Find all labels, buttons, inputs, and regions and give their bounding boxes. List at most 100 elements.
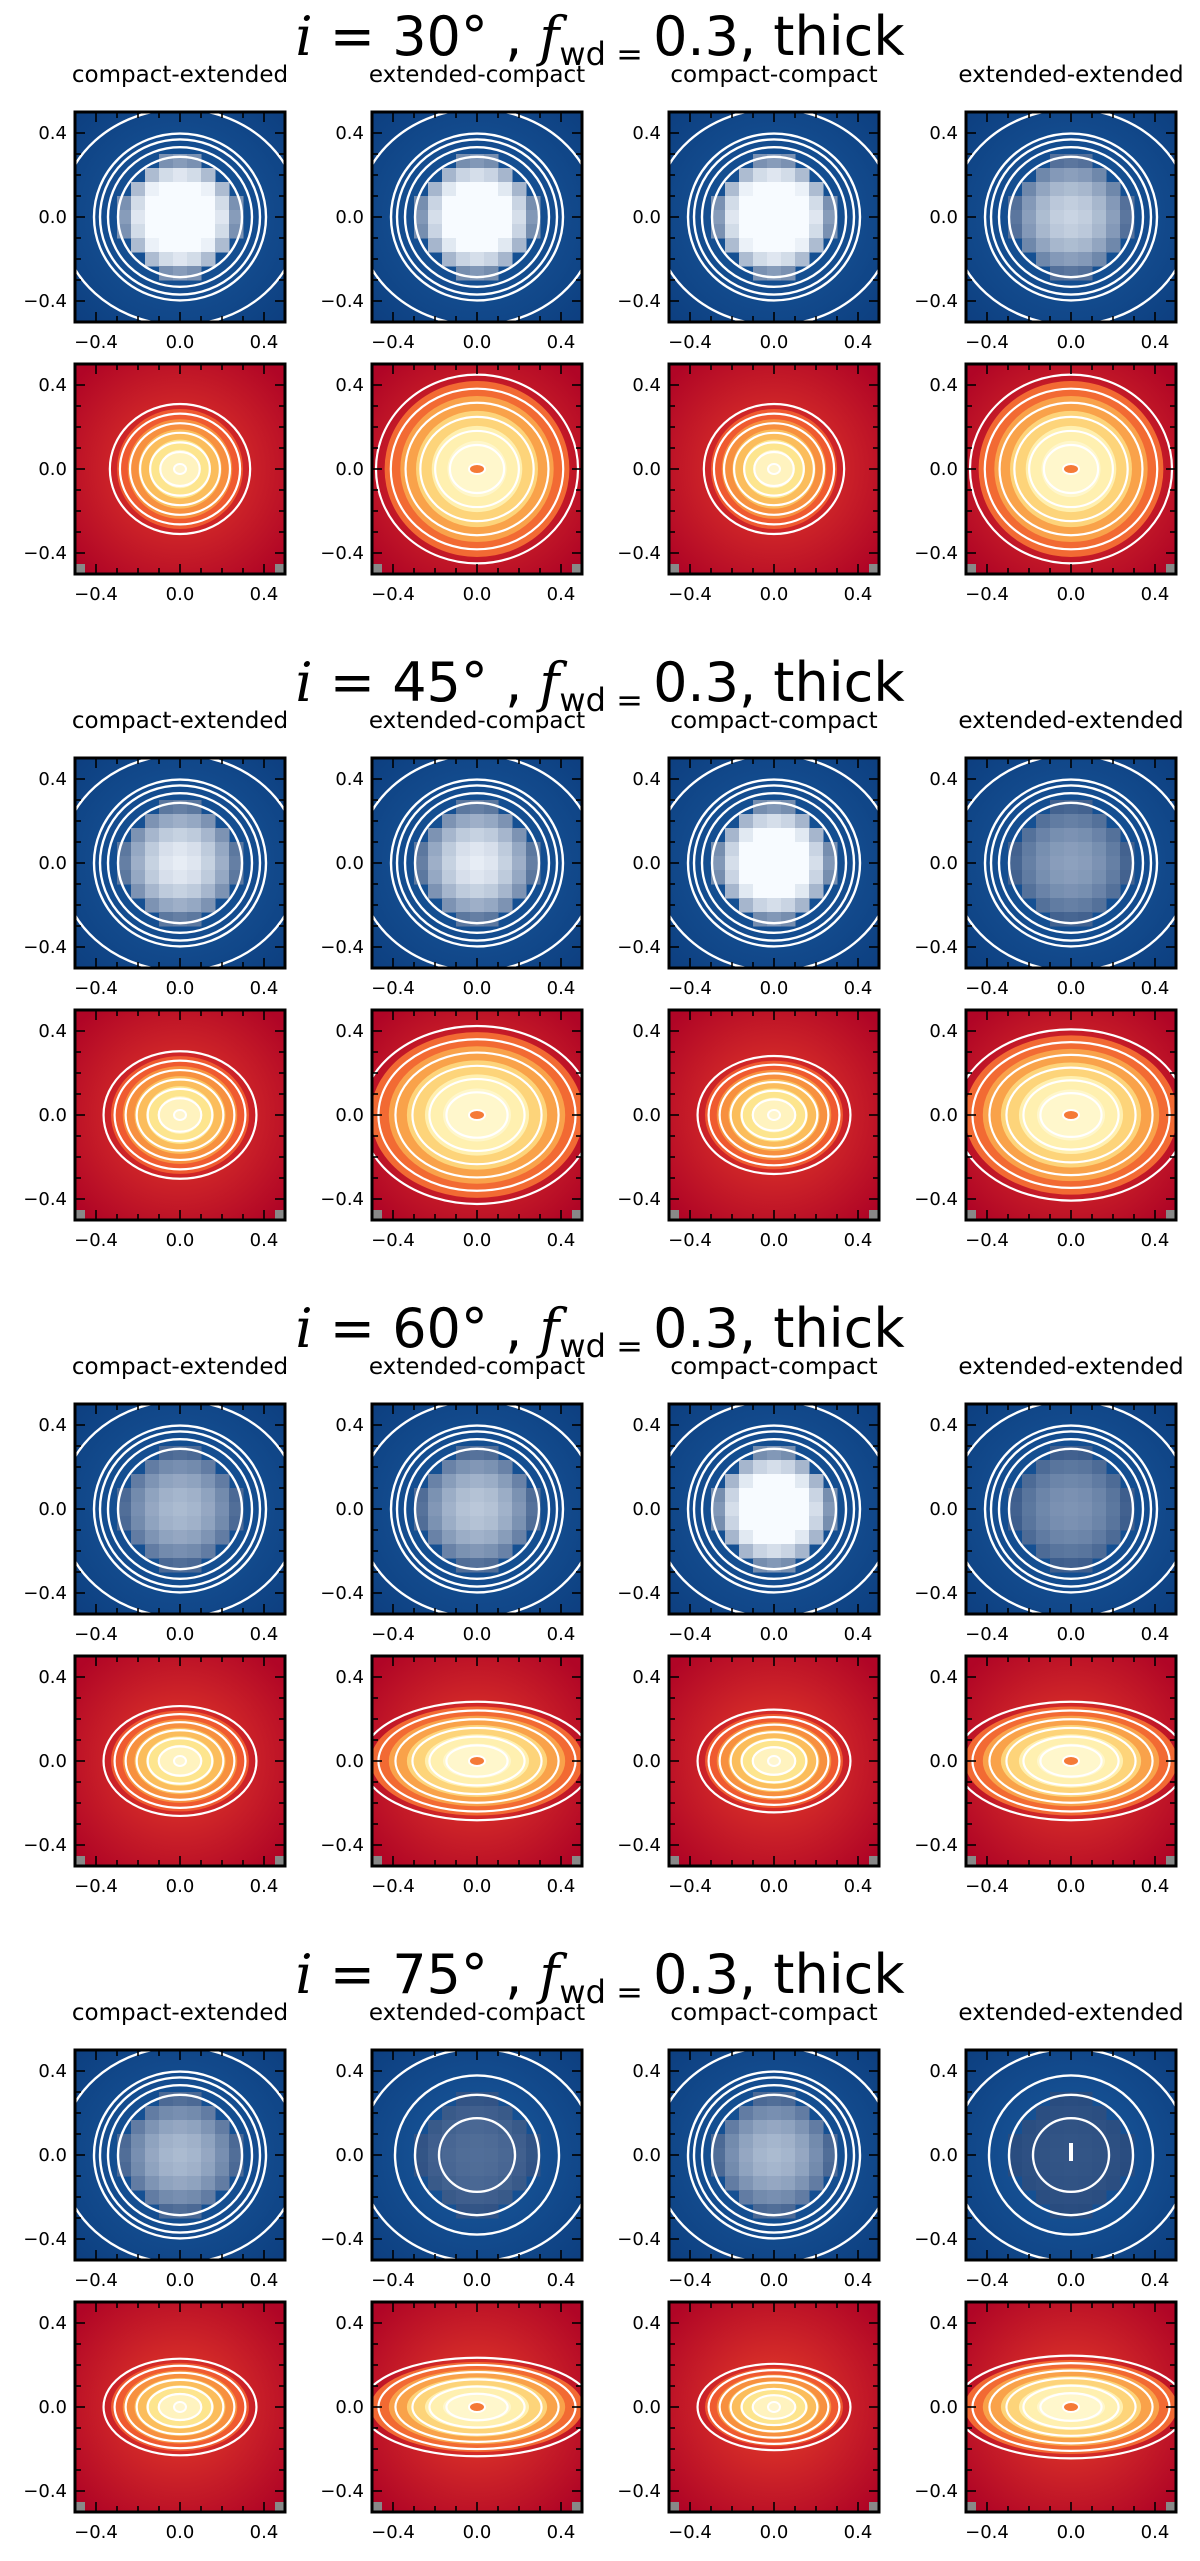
- red-panel-i60-extended-extended-contour: [1005, 1726, 1137, 1796]
- blue-panel-i75-extended-extended-image: [966, 2050, 1176, 2260]
- blue-panel-i30-compact-extended-ytick-label: −0.4: [23, 291, 67, 312]
- blue-panel-i60-extended-compact-ytick-label: 0.4: [335, 1415, 364, 1436]
- red-panel-i45-compact-extended-contour: [157, 1097, 203, 1133]
- red-panel-i30-compact-extended-xtick-label: −0.4: [74, 584, 118, 605]
- red-panel-i75-compact-extended-contour: [124, 2371, 236, 2443]
- red-panel-i75-extended-compact-ytick-label: 0.0: [335, 2397, 364, 2418]
- red-panel-i75-compact-extended-xtick-label: 0.0: [166, 2522, 195, 2543]
- inclination-value: 60: [392, 1297, 461, 1360]
- blue-panel-i45-extended-extended-xtick-label: −0.4: [965, 978, 1009, 999]
- blue-panel-i30-compact-compact-xtick-label: 0.0: [760, 332, 789, 353]
- red-panel-i45-compact-compact-contour: [718, 1072, 830, 1158]
- red-panel-i30-extended-compact-image: [372, 364, 582, 574]
- blue-panel-i45-compact-compact-ytick-label: −0.4: [617, 937, 661, 958]
- blue-panel-i30-compact-extended-contour: [106, 145, 254, 289]
- red-panel-i45-extended-extended-ytick-label: 0.0: [929, 1105, 958, 1126]
- red-panel-i30-extended-extended-ytick-label: 0.4: [929, 375, 958, 396]
- red-panel-i75-compact-extended-mask-corner: [75, 2502, 85, 2512]
- red-panel-i30-compact-extended-xtick-label: 0.0: [166, 584, 195, 605]
- red-panel-i75-extended-extended-xtick-label: −0.4: [965, 2522, 1009, 2543]
- red-panel-i30-extended-extended-peak: [1062, 463, 1080, 475]
- blue-panel-i60-extended-compact-xtick-label: 0.4: [547, 1624, 576, 1645]
- blue-panel-i30-extended-extended-xtick-label: −0.4: [965, 332, 1009, 353]
- blue-panel-i60-extended-compact-ytick-label: 0.0: [335, 1499, 364, 1520]
- blue-panel-i75-compact-extended-ytick-label: −0.4: [23, 2229, 67, 2250]
- red-panel-i75-extended-extended-ytick-label: 0.4: [929, 2313, 958, 2334]
- blue-panel-i30-compact-compact-contour: [710, 155, 838, 279]
- red-panel-i45-extended-compact-mask-corner: [572, 1210, 582, 1220]
- blue-panel-i30-compact-extended-xtick-label: 0.4: [250, 332, 279, 353]
- blue-panel-i30-compact-extended-ytick-label: 0.4: [38, 123, 67, 144]
- blue-panel-i45-compact-extended-xtick-label: 0.4: [250, 978, 279, 999]
- red-panel-i45-extended-compact-contour: [411, 1064, 543, 1166]
- red-panel-i45-extended-extended-peak: [1062, 1109, 1080, 1121]
- blue-panel-i60-extended-extended-contour: [989, 1430, 1153, 1588]
- blue-panel-i30-compact-extended-image: [75, 112, 285, 322]
- blue-panel-i30-compact-compact-contour: [686, 132, 862, 302]
- red-panel-i30-compact-compact-contour: [743, 441, 805, 497]
- blue-panel-i30-extended-compact-ytick-label: 0.0: [335, 207, 364, 228]
- blue-panel-i75-compact-extended-image: [75, 2050, 285, 2260]
- red-panel-i45-extended-extended-xtick-label: 0.0: [1057, 1230, 1086, 1251]
- red-panel-i30-extended-extended-contour: [1013, 415, 1129, 523]
- blue-panel-i45-compact-extended-contour: [106, 791, 254, 935]
- red-panel-i30-compact-compact-xtick-label: 0.0: [760, 584, 789, 605]
- blue-panel-i60-compact-compact-xtick-label: −0.4: [668, 1624, 712, 1645]
- panel-title-extended-compact: extended-compact: [369, 708, 585, 734]
- red-panel-i75-compact-compact-mask-corner: [869, 2502, 879, 2512]
- red-panel-i30-extended-compact-contour: [389, 387, 565, 551]
- blue-panel-i60-compact-extended-ytick-label: 0.0: [38, 1499, 67, 1520]
- red-panel-i75-compact-extended-contour: [113, 2364, 247, 2450]
- red-panel-i75-extended-compact-peak: [468, 2401, 486, 2413]
- blue-panel-i45-extended-compact-ytick-label: −0.4: [320, 937, 364, 958]
- red-panel-i60-extended-compact-mask-corner: [372, 1856, 382, 1866]
- blue-panel-i75-compact-compact-xtick-label: 0.0: [760, 2270, 789, 2291]
- red-panel-i75-extended-compact-mask-corner: [572, 2502, 582, 2512]
- red-panel-i30-extended-compact-contour: [434, 429, 520, 509]
- red-panel-i60-extended-compact-contour: [411, 1726, 543, 1796]
- blue-panel-i30-compact-extended-xtick-label: 0.0: [166, 332, 195, 353]
- red-panel-i60-compact-extended-contour: [146, 1737, 214, 1785]
- blue-panel-i45-extended-extended-contour: [1007, 801, 1135, 925]
- group-i60: i = 60° , fwd = 0.3, thick compact-extend…: [23, 1297, 1183, 1897]
- blue-panel-i75-compact-compact-ytick-label: 0.0: [632, 2145, 661, 2166]
- blue-panel-i60-compact-extended-contour: [116, 1447, 244, 1571]
- red-panel-i75-compact-compact-image: [669, 2302, 879, 2512]
- blue-panel-i45-compact-extended-image: [75, 758, 285, 968]
- red-panel-i75-extended-extended-mask-corner: [1166, 2502, 1176, 2512]
- red-panel-i75-extended-extended-xtick-label: 0.0: [1057, 2522, 1086, 2543]
- red-panel-i45-compact-extended-xtick-label: 0.4: [250, 1230, 279, 1251]
- red-panel-i45-extended-compact-peak: [468, 1109, 486, 1121]
- red-panel-i45-compact-extended-mask-corner: [75, 1210, 85, 1220]
- red-panel-i60-compact-extended-xtick-label: 0.4: [250, 1876, 279, 1897]
- red-panel-i75-compact-extended-xtick-label: 0.4: [250, 2522, 279, 2543]
- red-panel-i30-compact-compact-ytick-label: 0.0: [632, 459, 661, 480]
- blue-panel-i75-extended-extended-peak-marker: [1069, 2143, 1073, 2161]
- blue-panel-i30-extended-compact-contour: [403, 145, 551, 289]
- blue-panel-i75-extended-extended-ytick-label: −0.4: [914, 2229, 958, 2250]
- blue-panel-i45-extended-extended-image: [966, 758, 1176, 968]
- red-panel-i75-compact-extended-ytick-label: 0.0: [38, 2397, 67, 2418]
- blue-panel-i60-extended-extended-xtick-label: −0.4: [965, 1624, 1009, 1645]
- panel-title-compact-compact: compact-compact: [670, 2000, 877, 2026]
- red-panel-i60-extended-extended-ytick-label: −0.4: [914, 1835, 958, 1856]
- red-panel-i75-compact-extended-contour: [135, 2378, 225, 2436]
- red-panel-i60-extended-extended-ytick-label: 0.4: [929, 1667, 958, 1688]
- blue-panel-i75-extended-compact-contour: [413, 2093, 541, 2217]
- blue-panel-i75-compact-compact-ytick-label: −0.4: [617, 2229, 661, 2250]
- panel-title-extended-compact: extended-compact: [369, 1354, 585, 1380]
- panel-title-compact-compact: compact-compact: [670, 708, 877, 734]
- blue-panel-i30-compact-compact-image: [669, 112, 879, 322]
- red-panel-i45-extended-compact-mask-corner: [372, 1210, 382, 1220]
- red-panel-i75-compact-extended-contour: [146, 2385, 214, 2429]
- blue-panel-i60-extended-extended-contour: [1007, 1447, 1135, 1571]
- red-panel-i30-compact-compact-ytick-label: −0.4: [617, 543, 661, 564]
- red-panel-i75-compact-compact-xtick-label: 0.0: [760, 2522, 789, 2543]
- red-panel-i75-compact-compact-ytick-label: −0.4: [617, 2481, 661, 2502]
- red-panel-i60-extended-extended-contour: [988, 1718, 1154, 1804]
- blue-panel-i60-compact-extended-image: [75, 1404, 285, 1614]
- blue-panel-i45-extended-compact-contour: [403, 791, 551, 935]
- fwd-value: 0.3: [653, 1297, 739, 1360]
- red-panel-i45-extended-extended-ytick-label: 0.4: [929, 1021, 958, 1042]
- red-panel-i60-compact-extended-ytick-label: 0.4: [38, 1667, 67, 1688]
